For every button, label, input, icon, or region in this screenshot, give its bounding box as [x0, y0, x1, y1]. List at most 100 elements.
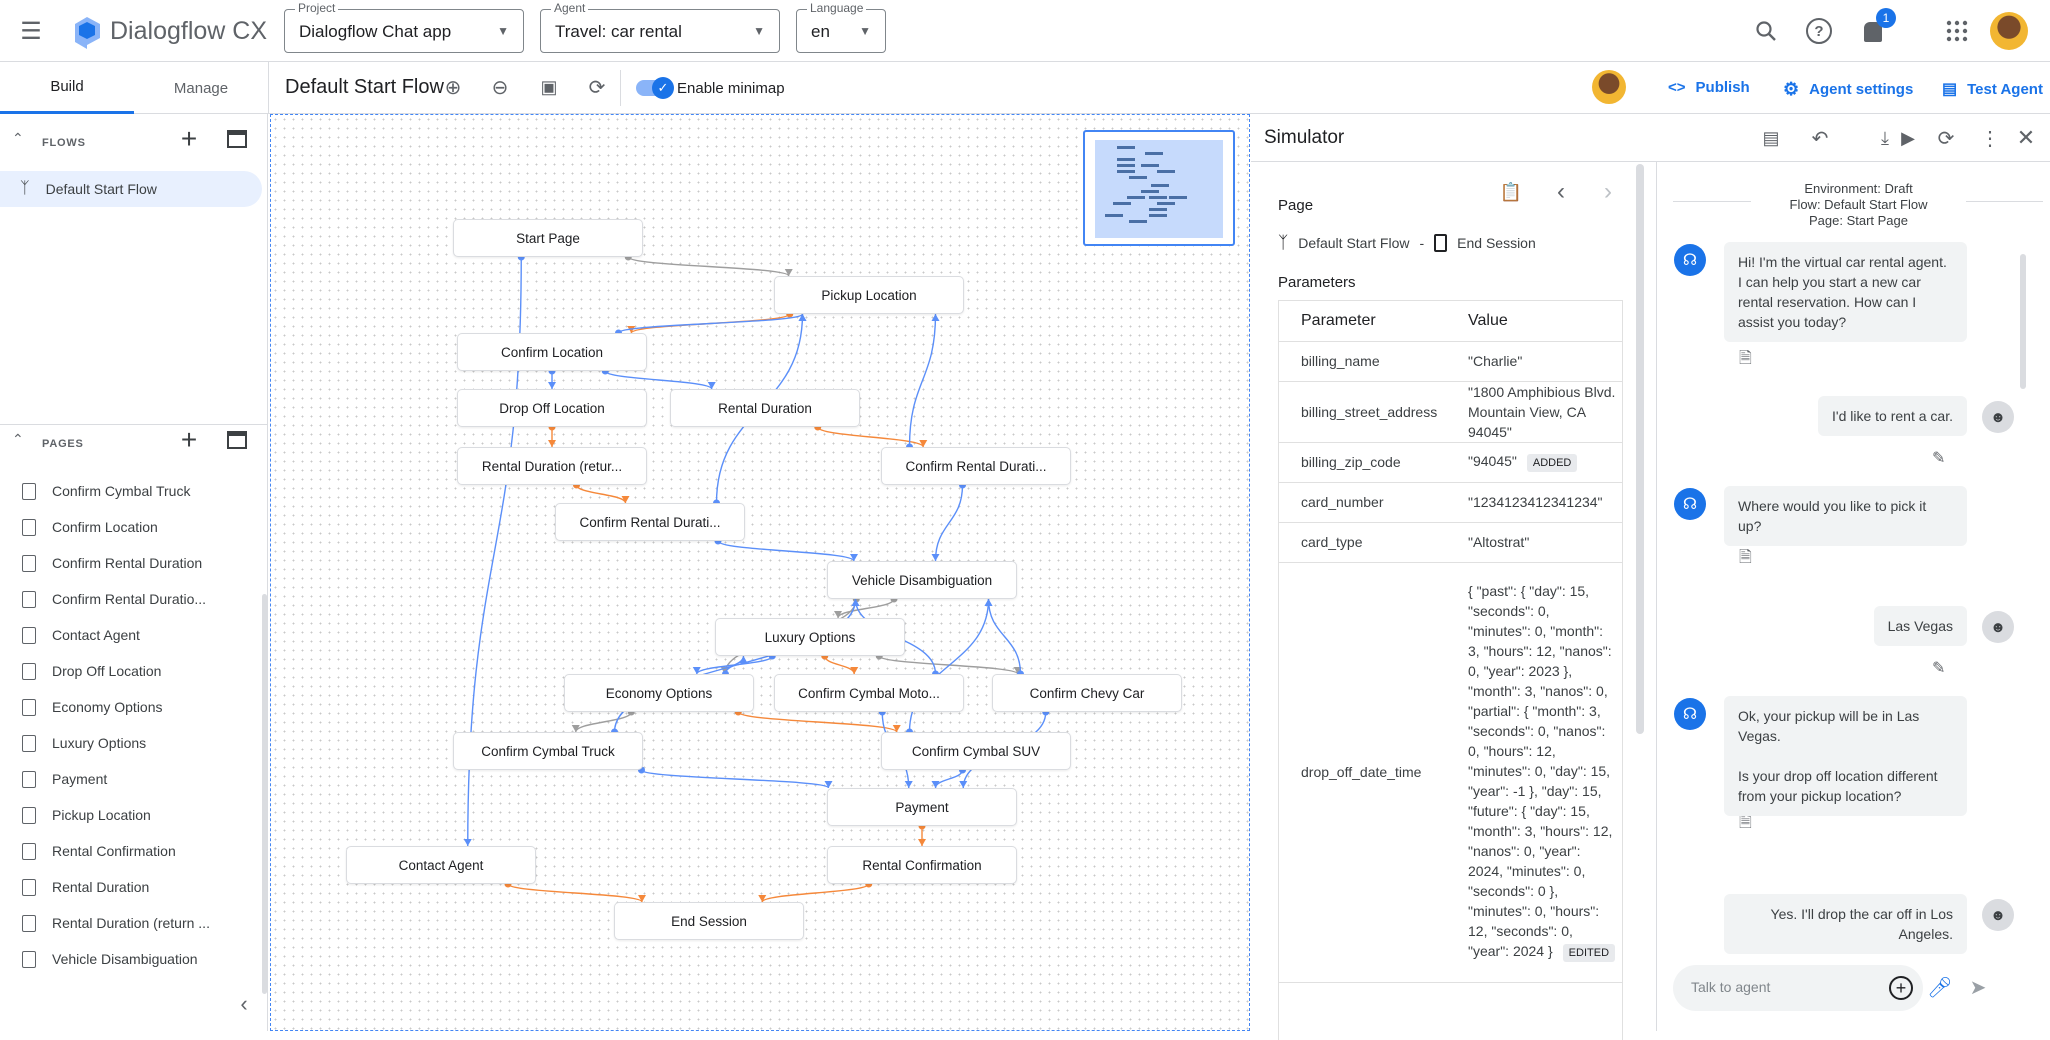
sidebar-item-page[interactable]: Rental Confirmation: [0, 833, 262, 869]
publish-button[interactable]: <> Publish: [1668, 79, 1750, 96]
project-select[interactable]: Project Dialogflow Chat app ▼: [284, 1, 524, 53]
flow-title: Default Start Flow: [285, 76, 444, 98]
sidebar-item-page[interactable]: Contact Agent: [0, 617, 262, 653]
view-toggle-icon[interactable]: ▤: [1762, 127, 1780, 148]
fit-to-screen-icon[interactable]: ▣: [540, 76, 558, 97]
sidebar-item-page[interactable]: Pickup Location: [0, 797, 262, 833]
flow-node-confdur2[interactable]: Confirm Rental Durati...: [881, 447, 1071, 485]
help-icon[interactable]: ?: [1806, 18, 1832, 44]
zoom-in-icon[interactable]: ⊕: [444, 76, 462, 99]
response-info-icon[interactable]: 🗎: [1739, 814, 1752, 831]
sidebar-item-page[interactable]: Payment: [0, 761, 262, 797]
sidebar-item-page[interactable]: Confirm Rental Duration: [0, 545, 262, 581]
flow-node-moto[interactable]: Confirm Cymbal Moto...: [774, 674, 964, 712]
sidebar-item-page[interactable]: Economy Options: [0, 689, 262, 725]
flow-node-chevy[interactable]: Confirm Chevy Car: [992, 674, 1182, 712]
page-icon: [22, 626, 36, 644]
flow-node-luxury[interactable]: Luxury Options: [715, 618, 905, 656]
parameter-value: "1800 Amphibious Blvd. Mountain View, CA…: [1446, 381, 1622, 443]
params-scrollbar[interactable]: [1636, 164, 1644, 734]
collapse-pages-icon[interactable]: ⌃: [12, 431, 24, 447]
agent-settings-button[interactable]: ⚙ Agent settings: [1783, 79, 1913, 100]
flow-node-payment[interactable]: Payment: [827, 788, 1017, 826]
search-icon[interactable]: [1754, 19, 1778, 43]
sidebar-item-page[interactable]: Vehicle Disambiguation: [0, 941, 262, 977]
collapse-sidebar-icon[interactable]: ‹: [240, 991, 248, 1016]
flow-node-truck[interactable]: Confirm Cymbal Truck: [453, 732, 643, 770]
microphone-icon[interactable]: 🎤︎: [1927, 976, 1953, 999]
sidebar-item-page[interactable]: Rental Duration: [0, 869, 262, 905]
edge-arrowhead: [850, 667, 859, 674]
pages-header: PAGES: [42, 438, 84, 450]
edge-arrowhead: [892, 725, 901, 732]
send-icon[interactable]: ➤: [1969, 976, 1987, 999]
sidebar-item-page[interactable]: Luxury Options: [0, 725, 262, 761]
minimap-toggle[interactable]: ✓: [636, 77, 674, 99]
sidebar-item-default-start-flow[interactable]: ᛉ Default Start Flow: [0, 171, 262, 207]
play-icon[interactable]: ▶: [1901, 127, 1915, 148]
flow-node-rentret[interactable]: Rental Duration (retur...: [457, 447, 647, 485]
sidebar-item-page[interactable]: Confirm Location: [0, 509, 262, 545]
response-info-icon[interactable]: 🗎: [1739, 350, 1752, 367]
apps-grid-icon[interactable]: [1946, 20, 1968, 42]
flow-node-pickup[interactable]: Pickup Location: [774, 276, 964, 314]
flow-node-contact[interactable]: Contact Agent: [346, 846, 536, 884]
publish-label: Publish: [1695, 79, 1750, 96]
edit-pencil-icon[interactable]: ✎: [1932, 450, 1946, 467]
next-icon[interactable]: ›: [1604, 178, 1612, 205]
sidebar-item-page[interactable]: Confirm Rental Duratio...: [0, 581, 262, 617]
page-label: Confirm Rental Duratio...: [52, 591, 207, 607]
language-select[interactable]: Language en ▼: [796, 1, 886, 53]
add-icon[interactable]: +: [1889, 976, 1913, 1000]
collapse-flows-icon[interactable]: ⌃: [12, 130, 24, 146]
menu-icon[interactable]: ☰: [20, 17, 42, 45]
more-vert-icon[interactable]: ⋮: [1980, 127, 2000, 150]
pages-table-icon[interactable]: [227, 431, 247, 449]
clipboard-icon[interactable]: 📋: [1499, 181, 1523, 202]
flow-node-start[interactable]: Start Page: [453, 219, 643, 257]
sidebar-item-page[interactable]: Confirm Cymbal Truck: [0, 473, 262, 509]
sidebar-scrollbar[interactable]: [262, 594, 267, 994]
minimap-label: Enable minimap: [677, 80, 785, 97]
page-icon: [22, 878, 36, 896]
chat-scrollbar[interactable]: [2020, 254, 2026, 389]
flow-graph-canvas[interactable]: Start Page Pickup Location Confirm Locatio…: [270, 114, 1250, 1031]
add-page-icon[interactable]: +: [180, 424, 198, 455]
tab-manage[interactable]: Manage: [173, 79, 229, 97]
sidebar: ⌃ FLOWS + ᛉ Default Start Flow ⌃ PAGES +…: [0, 114, 268, 1031]
agent-select[interactable]: Agent Travel: car rental ▼: [540, 1, 780, 53]
minimap[interactable]: [1083, 130, 1235, 246]
current-flow: Default Start Flow: [1298, 235, 1410, 251]
chat-input[interactable]: Talk to agent +: [1673, 965, 1923, 1011]
flow-node-rentdur[interactable]: Rental Duration: [670, 389, 860, 427]
add-flow-icon[interactable]: +: [180, 123, 198, 154]
flow-node-economy[interactable]: Economy Options: [564, 674, 754, 712]
zoom-out-icon[interactable]: ⊖: [491, 76, 509, 99]
flow-node-end[interactable]: End Session: [614, 902, 804, 940]
tab-build[interactable]: Build: [0, 62, 134, 114]
reset-icon[interactable]: ⟳: [1937, 127, 1955, 150]
flow-node-dropoff[interactable]: Drop Off Location: [457, 389, 647, 427]
sidebar-item-page[interactable]: Rental Duration (return ...: [0, 905, 262, 941]
account-avatar[interactable]: [1990, 12, 2028, 50]
notifications-icon[interactable]: [1864, 22, 1882, 42]
flow-node-suv[interactable]: Confirm Cymbal SUV: [881, 732, 1071, 770]
undo-icon[interactable]: ↶: [1811, 127, 1829, 150]
flow-node-rentconf[interactable]: Rental Confirmation: [827, 846, 1017, 884]
page-icon: [22, 590, 36, 608]
response-info-icon[interactable]: 🗎: [1739, 549, 1752, 566]
parameter-row: drop_off_date_time{ "past": { "day": 15,…: [1279, 562, 1622, 983]
flow-node-confdur1[interactable]: Confirm Rental Durati...: [555, 503, 745, 541]
auto-layout-icon[interactable]: ⟳: [588, 76, 606, 99]
flows-table-icon[interactable]: [227, 130, 247, 148]
test-agent-button[interactable]: ▤ Test Agent: [1942, 79, 2043, 99]
edit-pencil-icon[interactable]: ✎: [1932, 660, 1946, 677]
flow-node-confloc[interactable]: Confirm Location: [457, 333, 647, 371]
check-icon: ✓: [652, 77, 674, 99]
close-icon[interactable]: ✕: [2016, 125, 2036, 150]
minimap-viewport[interactable]: [1095, 140, 1223, 238]
flow-node-vehicle[interactable]: Vehicle Disambiguation: [827, 561, 1017, 599]
sidebar-item-page[interactable]: Drop Off Location: [0, 653, 262, 689]
previous-icon[interactable]: ‹: [1557, 178, 1565, 205]
download-icon[interactable]: ⤓: [1881, 127, 1889, 148]
